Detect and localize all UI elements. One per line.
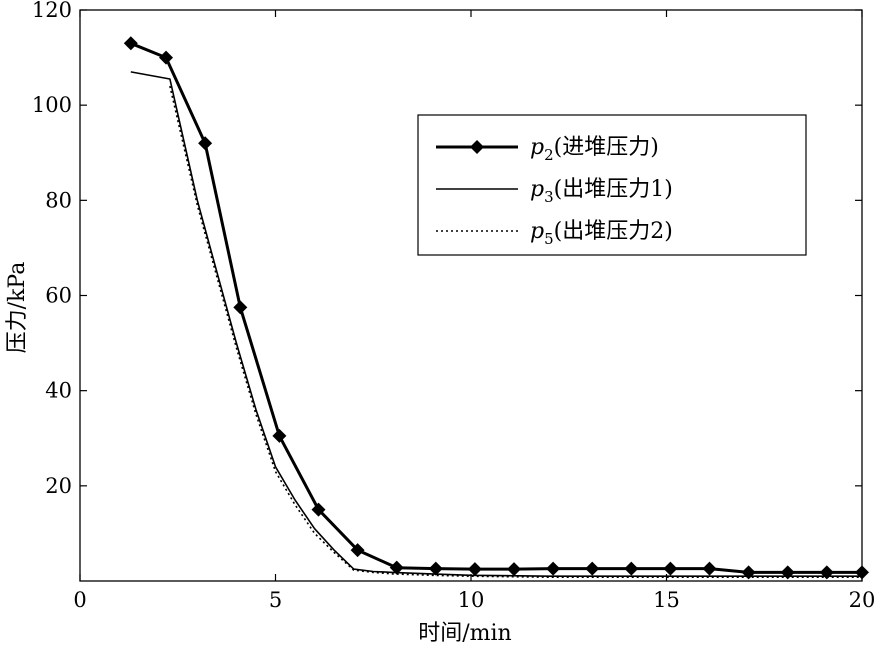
y-tick-label: 60: [45, 284, 72, 308]
series-1-point: [624, 561, 639, 576]
series-1-point: [123, 36, 138, 51]
axes: 0 5 10 15 20 20 40 60 80 100 120: [32, 0, 875, 612]
series-1-point: [507, 562, 522, 577]
legend-symbol: p: [530, 177, 544, 202]
series-1-point: [350, 543, 365, 558]
legend-suffix: (进堆压力): [554, 135, 659, 160]
series-1-point: [546, 561, 561, 576]
series-1-point: [389, 560, 404, 575]
series-1-point: [663, 561, 678, 576]
y-tick-label: 80: [45, 188, 72, 212]
series-line-1: [130, 41, 862, 574]
y-axis-title: 压力/kPa: [5, 262, 30, 354]
series-1-point: [233, 300, 248, 315]
x-tick-label: 5: [269, 588, 282, 612]
x-tick-label: 0: [73, 588, 86, 612]
y-tick-label: 120: [32, 0, 72, 22]
legend-marker: [470, 140, 484, 154]
legend-subscript: 3: [544, 188, 554, 206]
series-1-point: [819, 565, 834, 580]
x-tick-label: 10: [458, 588, 485, 612]
x-tick-label: 20: [849, 588, 876, 612]
legend-subscript: 2: [544, 146, 554, 164]
y-tick-label: 100: [32, 93, 72, 117]
legend-symbol: p: [530, 219, 544, 244]
series-1-point: [741, 565, 756, 580]
plot-area: [123, 36, 869, 580]
legend-label-2: p3(出堆压力1): [530, 177, 673, 206]
series-1-point: [272, 428, 287, 443]
y-tick-label: 20: [45, 474, 72, 498]
x-tick-label: 15: [653, 588, 680, 612]
legend: p2(进堆压力)p3(出堆压力1)p5(出堆压力2): [417, 114, 807, 256]
series-1-point: [780, 565, 795, 580]
series-line-3: [169, 85, 862, 579]
series-1-point: [467, 562, 482, 577]
series-1-point: [198, 136, 213, 151]
legend-label-1: p2(进堆压力): [530, 135, 659, 164]
series-line-2: [130, 71, 862, 578]
legend-subscript: 5: [544, 230, 554, 248]
series-1-point: [585, 561, 600, 576]
legend-label-3: p5(出堆压力2): [530, 219, 673, 248]
legend-suffix: (出堆压力2): [554, 219, 673, 244]
series-1-point: [702, 561, 717, 576]
x-axis-title: 时间/min: [418, 621, 511, 646]
series-1-point: [428, 561, 443, 576]
legend-suffix: (出堆压力1): [554, 177, 673, 202]
plot-frame: [79, 9, 863, 582]
y-tick-label: 40: [45, 379, 72, 403]
series-1-point: [311, 502, 326, 517]
series-1-point: [159, 50, 174, 65]
legend-symbol: p: [530, 135, 544, 160]
